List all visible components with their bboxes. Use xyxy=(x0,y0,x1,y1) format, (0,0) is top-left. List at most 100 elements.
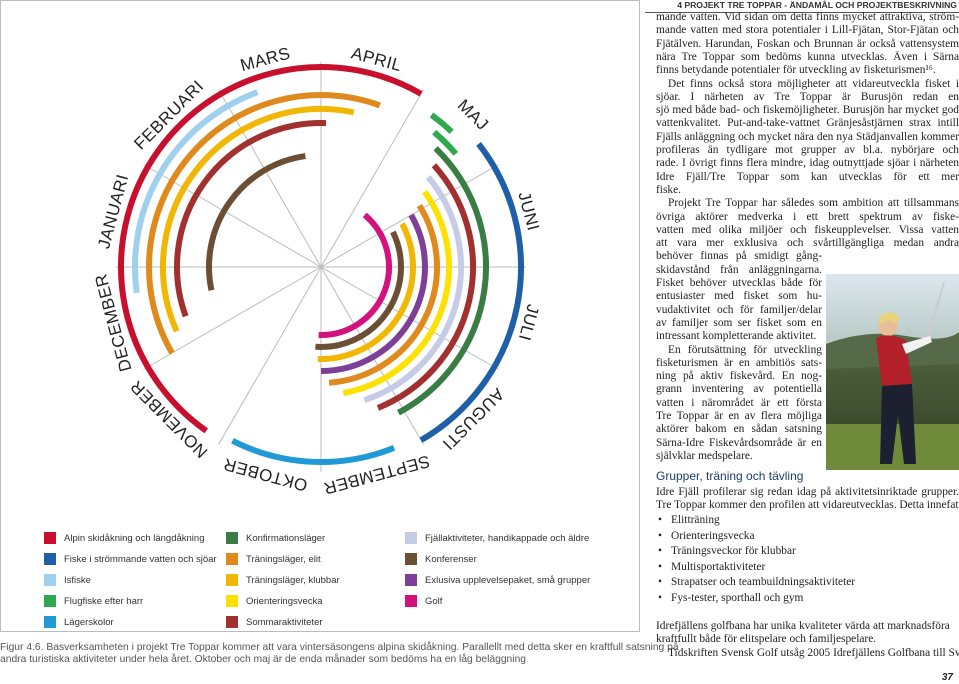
legend-label: Alpin skidåkning och längdåkning xyxy=(64,533,205,544)
text-line: grann inventering av potentiella xyxy=(656,383,822,396)
legend-swatch xyxy=(44,553,56,565)
legend-swatch xyxy=(44,532,56,544)
legend-label: Fjällaktiviteter, handikappade och äldre xyxy=(425,533,590,544)
bullet-item: Multisportaktiviteter xyxy=(658,561,765,574)
text-line: vatten i närområdet är ett första steg. xyxy=(656,396,822,409)
legend-label: Isfiske xyxy=(64,575,91,586)
text-line: behöver finnas på smidigt gång- och xyxy=(656,250,822,263)
legend-swatch xyxy=(44,616,56,628)
activity-arc xyxy=(146,92,381,355)
text-line: Tre Toppar kommer den profilen att vidar… xyxy=(656,499,959,512)
text-line: vatten med olika miljöer och fiskeupplev… xyxy=(656,223,959,236)
activity-arc xyxy=(320,213,428,374)
activity-arc xyxy=(432,129,459,156)
text-line: En förutsättning för utveckling av xyxy=(668,343,822,356)
activity-arc xyxy=(231,438,396,465)
caption-line: Figur 4.6. Basverksamheten i projekt Tre… xyxy=(0,642,679,653)
text-line: fiske. xyxy=(656,183,681,196)
section-heading: Grupper, träning och tävling xyxy=(656,469,804,483)
legend-label: Flugfiske efter harr xyxy=(64,596,144,607)
caption-line: andra turistiska aktiviteter under hela … xyxy=(0,654,527,665)
activity-arc xyxy=(397,146,489,416)
month-label: FEBRUARI xyxy=(130,76,207,153)
text-line: mande vatten med stora potentialer i Lil… xyxy=(656,24,959,37)
activity-arc xyxy=(118,64,423,434)
legend-label: Sommaraktiviteter xyxy=(246,617,323,628)
legend-label: Orienteringsvecka xyxy=(246,596,323,607)
text-line: Projekt Tre Toppar har således som ambit… xyxy=(668,197,959,210)
legend-label: Konferenser xyxy=(425,554,477,565)
activity-arc xyxy=(160,106,355,333)
legend-swatch xyxy=(226,532,238,544)
legend-swatch xyxy=(405,595,417,607)
text-line: nära Tre Toppar som bedöms kunna utveckl… xyxy=(656,50,959,63)
activity-arc xyxy=(132,89,259,294)
activity-arc xyxy=(318,212,392,338)
legend-label: Exlusiva upplevelsepaket, små grupper xyxy=(425,575,591,586)
legend-swatch xyxy=(226,574,238,586)
text-line: sjö med både bad- och fiskemöjligheter. … xyxy=(656,104,959,117)
activity-arc xyxy=(328,203,440,386)
text-line: av familjer som ser fisket som en xyxy=(656,316,822,329)
spoke xyxy=(218,266,322,445)
text-line: sjöar. I närheten av Tre Toppar är Burus… xyxy=(656,90,959,103)
text-line: Tre Toppar är en av flera möjliga xyxy=(656,410,822,422)
legend-swatch xyxy=(405,574,417,586)
legend-label: Träningsläger, elit xyxy=(246,554,321,565)
text-line: Idrefjällens golfbana har unika kvalitet… xyxy=(656,620,950,632)
bullet-item: Träningsveckor för klubbar xyxy=(658,545,796,558)
text-line: Fjätälven. Harundan, Foskan och Brunnan … xyxy=(656,37,959,50)
legend-swatch xyxy=(226,553,238,565)
text-line: Fisket behöver utvecklas både för xyxy=(656,277,822,289)
text-line: mande vatten. Vid sidan om detta finns m… xyxy=(656,11,959,23)
activity-arc xyxy=(315,230,404,350)
text-line: Idre Fjäll/Tre Toppar som kan utvecklas … xyxy=(656,170,959,183)
legend-label: Konfirmationsläger xyxy=(246,533,326,544)
text-line: kraftfullt både för elitspelare och fami… xyxy=(656,633,877,646)
month-label: MAJ xyxy=(454,96,493,135)
text-line: Fjälls anläggning och mycket nära den ny… xyxy=(656,130,959,143)
text-line: rade. I övrigt finns flera mindre, idag … xyxy=(656,157,959,170)
figure: JANUARI FEBRUARI MARS APRIL MAJ JUNI JULI AUGUS… xyxy=(0,0,640,632)
activity-arc xyxy=(206,153,306,291)
text-line: övriga aktörer medverka i ett brett spek… xyxy=(656,210,959,223)
spoke xyxy=(320,89,424,268)
text-line: Särna-Idre Fiskevårdsområde är en xyxy=(656,436,822,449)
activity-arc xyxy=(376,163,476,411)
legend-label: Träningsläger, klubbar xyxy=(246,575,340,586)
text-line: Idre Fjäll profilerar sig redan idag på … xyxy=(656,486,959,498)
legend-swatch xyxy=(405,532,417,544)
golfer-photo xyxy=(826,274,959,470)
text-line: entusiaster med fisket som hu- xyxy=(656,290,822,303)
text-line: fisketurismen är en ambitiös sats- xyxy=(656,356,822,369)
legend-swatch xyxy=(405,553,417,565)
text-line: Tidskriften Svensk Golf utsåg 2005 Idref… xyxy=(668,646,959,659)
text-line: vudaktivitet och för familjer/delar xyxy=(656,303,822,316)
legend-swatch xyxy=(226,616,238,628)
page-number: 37 xyxy=(941,672,953,683)
bullet-item: Fys-tester, sporthall och gym xyxy=(658,592,803,605)
section-header: 4 PROJEKT TRE TOPPAR - ÄNDAMÅL OCH PROJE… xyxy=(677,0,957,10)
bullet-item: Elitträning xyxy=(658,514,720,527)
activity-arc xyxy=(174,120,327,318)
activity-arc xyxy=(342,190,452,397)
text-line: vattenkvalitet. Put-and-take-vattnet Grä… xyxy=(656,117,959,130)
text-line: att vara mer exklusiva och svårtillgängl… xyxy=(656,237,959,250)
text-line: ning på aktiv fiskevård. En nog- xyxy=(656,370,822,383)
text-line: finns betydande potentialer för utveckli… xyxy=(656,64,936,77)
text-line: självklar medspelare. xyxy=(656,449,753,462)
legend-swatch xyxy=(226,595,238,607)
legend-swatch xyxy=(44,574,56,586)
text-line: profileras än tydligare mot grupper av b… xyxy=(656,144,959,156)
text-line: skidavstånd från anläggningarna. xyxy=(656,263,822,276)
text-line: intressant kompletterande aktivitet. xyxy=(656,330,817,343)
bullet-item: Strapatser och teambuildningsaktiviteter xyxy=(658,576,855,589)
activity-arc xyxy=(363,175,464,404)
activity-arc xyxy=(419,142,524,443)
header-rule xyxy=(645,12,959,13)
text-line: aktörer bakom en sådan satsning där xyxy=(656,423,822,436)
bullet-item: Orienteringsvecka xyxy=(658,530,754,543)
activity-arc xyxy=(429,112,454,134)
